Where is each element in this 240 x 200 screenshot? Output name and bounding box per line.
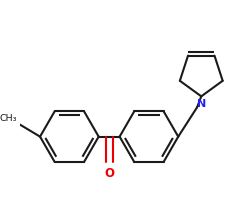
Text: O: O (104, 167, 114, 180)
Text: CH₃: CH₃ (0, 114, 17, 123)
Text: N: N (197, 99, 206, 109)
